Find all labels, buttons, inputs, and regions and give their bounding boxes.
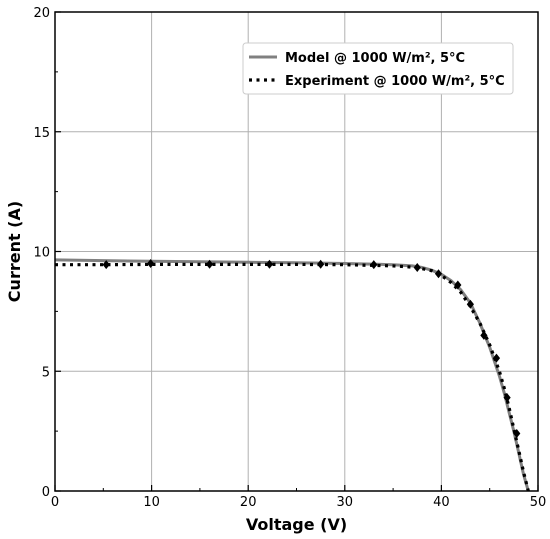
data-marker-2: [205, 259, 214, 269]
y-tick-label-0: 0: [42, 485, 50, 500]
y-axis-label: Current (A): [5, 201, 24, 302]
data-marker-12: [503, 393, 511, 403]
legend-box: [242, 42, 514, 95]
y-tick-label-1: 5: [42, 365, 50, 380]
series-line-0: [54, 258, 530, 492]
data-marker-11: [492, 353, 501, 363]
y-tick-label-2: 10: [33, 246, 50, 261]
data-marker-9: [466, 299, 474, 309]
data-marker-6: [413, 263, 421, 273]
data-marker-7: [434, 269, 443, 279]
legend: Model @ 1000 W/m², 5°C Experiment @ 1000…: [242, 42, 514, 95]
legend-label-model: Model @ 1000 W/m², 5°C: [285, 51, 465, 66]
data-marker-8: [454, 280, 462, 290]
data-marker-5: [370, 260, 378, 270]
data-marker-10: [480, 330, 488, 340]
x-tick-label-0: 0: [51, 495, 59, 510]
x-tick-label-2: 20: [240, 495, 257, 510]
x-tick-label-1: 10: [143, 495, 160, 510]
y-tick-label-3: 15: [33, 126, 50, 141]
x-tick-label-3: 30: [337, 495, 354, 510]
data-marker-4: [317, 259, 325, 269]
ticks: 0 10 20 30 40 50 0 5 10 15 20: [33, 6, 546, 510]
y-tick-label-4: 20: [33, 6, 50, 21]
x-tick-label-5: 50: [530, 495, 547, 510]
x-axis-label: Voltage (V): [246, 515, 347, 534]
legend-label-experiment: Experiment @ 1000 W/m², 5°C: [285, 74, 505, 89]
series-line-1: [55, 262, 530, 492]
series-layer: [54, 258, 530, 492]
x-tick-label-4: 40: [433, 495, 450, 510]
data-marker-1: [147, 258, 155, 268]
marker-layer: [102, 258, 521, 439]
data-marker-3: [265, 259, 274, 269]
data-marker-0: [102, 260, 110, 270]
data-marker-13: [513, 429, 521, 439]
